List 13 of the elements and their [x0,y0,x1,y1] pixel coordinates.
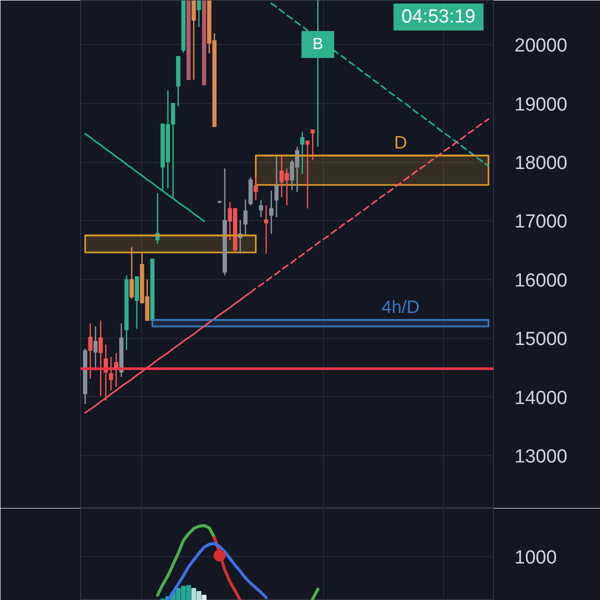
y-tick-label: 16000 [514,270,568,292]
y-tick-label: 17000 [514,212,568,233]
annotation: 04:53:19 [402,6,476,28]
y-tick-label: 19000 [514,94,568,116]
series-label: D [394,132,408,153]
y-tick-label: 18000 [514,153,568,174]
y-tick-label: 14000 [514,388,568,409]
y-tick-label: 15000 [514,329,568,350]
series-label: 4h/D [382,296,420,317]
annotation: B [312,36,324,54]
y-tick-label: 20000 [514,36,568,57]
text: 1000 [514,547,557,568]
y-tick-label: 13000 [514,446,568,468]
